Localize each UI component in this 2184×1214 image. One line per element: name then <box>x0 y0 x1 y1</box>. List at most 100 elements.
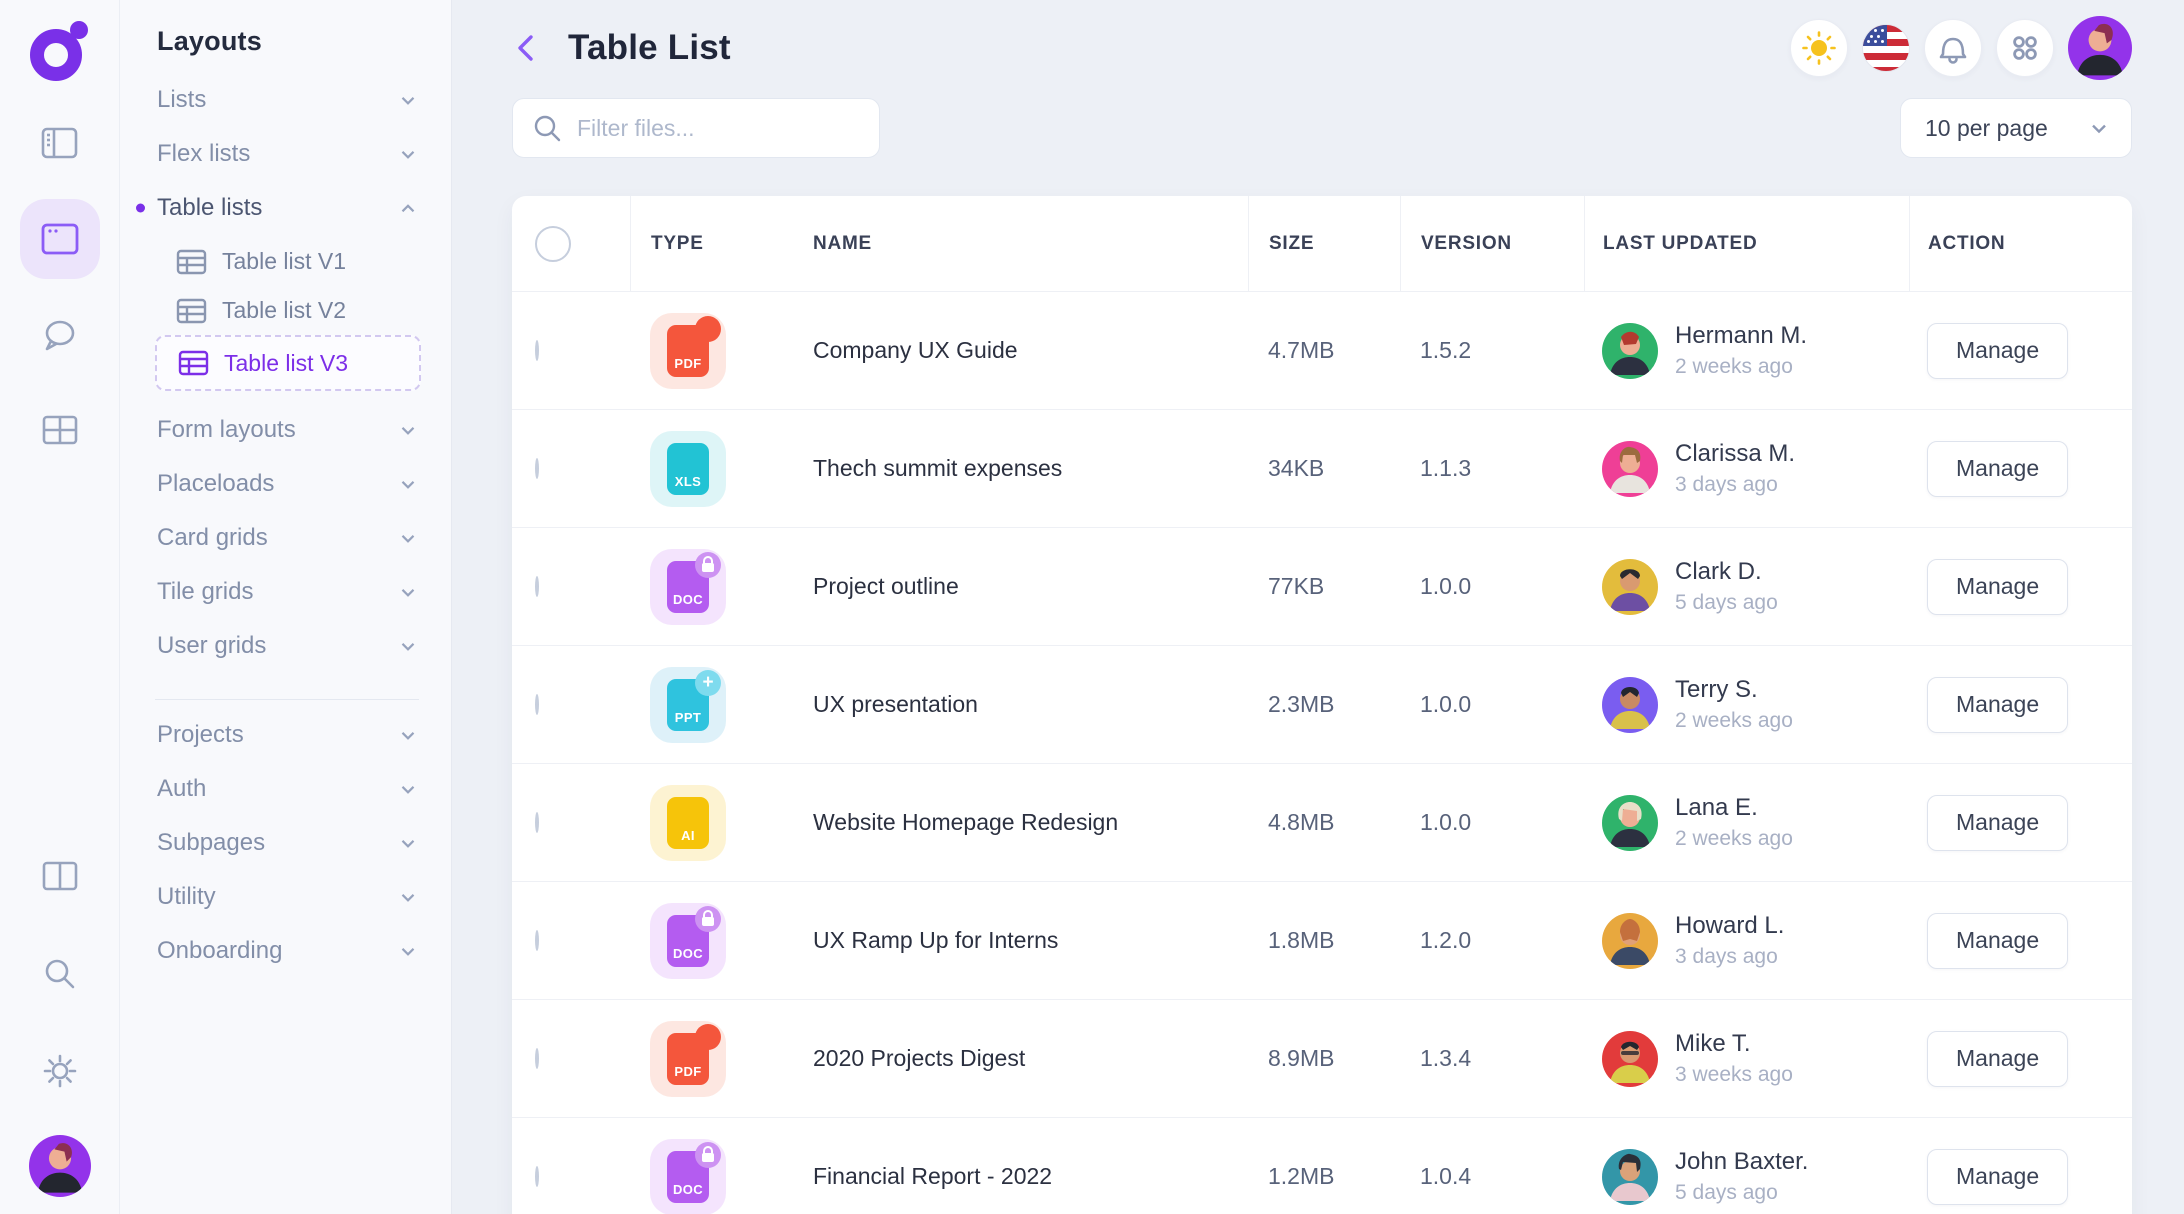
table-row: PDF 2020 Projects Digest 8.9MB 1.3.4 Mik… <box>512 999 2132 1117</box>
updated-by-name: Hermann M. <box>1675 322 1808 349</box>
manage-button[interactable]: Manage <box>1927 1148 2069 1205</box>
file-version: 1.0.0 <box>1420 573 1472 599</box>
manage-button[interactable]: Manage <box>1927 676 2069 733</box>
file-name: Website Homepage Redesign <box>813 809 1119 835</box>
search-icon <box>45 959 74 989</box>
sidebar-item-table-list-v3-active[interactable]: Table list V3 <box>155 335 421 391</box>
sidebar-item-subpages[interactable]: Subpages <box>120 816 451 870</box>
per-page-select[interactable]: 10 per page <box>1900 98 2132 158</box>
file-size: 1.2MB <box>1268 1163 1335 1189</box>
filter-field-wrap <box>512 98 880 158</box>
sidebar-item-table-list-v1[interactable]: Table list V1 <box>155 237 421 286</box>
table-lists-subnav: Table list V1 Table list V2 Table list V… <box>155 237 421 391</box>
icon-rail <box>0 0 120 1214</box>
rail-settings-button[interactable] <box>41 1052 79 1090</box>
sidebar-item-card-grids[interactable]: Card grids <box>120 511 451 565</box>
sidebar-item-table-list-v2[interactable]: Table list V2 <box>155 286 421 335</box>
file-name: Thech summit expenses <box>813 455 1063 481</box>
user-avatar <box>1602 322 1658 379</box>
user-avatar <box>1602 912 1658 969</box>
manage-button[interactable]: Manage <box>1927 558 2069 615</box>
sidebar-item-panels[interactable] <box>41 126 79 160</box>
apps-menu-button[interactable] <box>1996 19 2054 77</box>
updated-by-name: Terry S. <box>1675 676 1758 703</box>
sidebar: Layouts Lists Flex lists Table lists Tab… <box>120 0 452 1214</box>
table-toolbar: 10 per page <box>512 98 2132 158</box>
sidebar-item-onboarding[interactable]: Onboarding <box>120 924 451 978</box>
sidebar-item-messages[interactable] <box>41 318 79 354</box>
lock-icon <box>702 556 714 572</box>
sidebar-item-lists[interactable]: Lists <box>120 73 451 127</box>
doc-file-icon: DOC <box>667 551 721 613</box>
sidebar-item-user-grids[interactable]: User grids <box>120 619 451 673</box>
updated-by-name: John Baxter. <box>1675 1148 1809 1175</box>
blob-badge <box>695 315 721 342</box>
table-row: DOC UX Ramp Up for Interns 1.8MB 1.2.0 H… <box>512 881 2132 999</box>
sidebar-item-projects[interactable]: Projects <box>120 708 451 762</box>
file-type-tile: XLS <box>650 430 726 507</box>
ai-file-icon: AI <box>667 796 709 849</box>
updated-by-name: Clarissa M. <box>1675 440 1796 467</box>
table-row: PPT UX presentation 2.3MB 1.0.0 Terry S.… <box>512 645 2132 763</box>
select-all-checkbox[interactable] <box>535 225 571 262</box>
row-checkbox[interactable] <box>535 1047 539 1069</box>
updated-by-name: Clark D. <box>1675 558 1762 585</box>
manage-button[interactable]: Manage <box>1927 1030 2069 1087</box>
row-checkbox[interactable] <box>535 1165 539 1187</box>
file-version: 1.5.2 <box>1420 337 1472 363</box>
chevron-down-icon <box>401 643 415 651</box>
row-checkbox[interactable] <box>535 457 539 479</box>
updated-by-name: Mike T. <box>1675 1030 1751 1057</box>
rail-search-button[interactable] <box>42 956 78 992</box>
file-name: Project outline <box>813 573 959 599</box>
row-checkbox[interactable] <box>535 693 539 715</box>
manage-button[interactable]: Manage <box>1927 322 2069 379</box>
sidebar-item-table-lists[interactable]: Table lists <box>120 181 451 235</box>
filter-files-input[interactable] <box>512 98 880 158</box>
row-checkbox[interactable] <box>535 929 539 951</box>
file-size: 2.3MB <box>1268 691 1335 717</box>
chevron-left-icon <box>518 35 533 61</box>
row-checkbox[interactable] <box>535 339 539 361</box>
chevron-up-icon <box>401 204 415 213</box>
rail-user-avatar[interactable] <box>28 1135 91 1197</box>
manage-button[interactable]: Manage <box>1927 794 2069 851</box>
chevron-down-icon <box>401 786 415 794</box>
file-version: 1.3.4 <box>1420 1045 1472 1071</box>
table-icon <box>176 249 207 274</box>
user-avatar[interactable] <box>2068 16 2132 80</box>
sidebar-item-flex-lists[interactable]: Flex lists <box>120 127 451 181</box>
back-button[interactable] <box>506 28 546 68</box>
manage-button[interactable]: Manage <box>1927 912 2069 969</box>
row-checkbox[interactable] <box>535 811 539 833</box>
updated-time: 2 weeks ago <box>1675 709 1793 732</box>
theme-toggle-button[interactable] <box>1790 19 1848 77</box>
chevron-down-icon <box>401 151 415 159</box>
sidebar-item-utility[interactable]: Utility <box>120 870 451 924</box>
sidebar-item-auth[interactable]: Auth <box>120 762 451 816</box>
sidebar-item-tile-grids[interactable]: Tile grids <box>120 565 451 619</box>
file-name: Financial Report - 2022 <box>813 1163 1053 1189</box>
sun-icon <box>1802 31 1836 65</box>
table-row: DOC Financial Report - 2022 1.2MB 1.0.4 … <box>512 1117 2132 1214</box>
sidebar-item-layouts-active[interactable] <box>19 199 100 279</box>
table-row: XLS Thech summit expenses 34KB 1.1.3 Cla… <box>512 409 2132 527</box>
sidebar-item-form-layouts[interactable]: Form layouts <box>120 403 451 457</box>
chevron-down-icon <box>401 481 415 489</box>
sidebar-item-placeloads[interactable]: Placeloads <box>120 457 451 511</box>
avatar-illustration <box>2077 23 2123 76</box>
notifications-button[interactable] <box>1924 19 1982 77</box>
sidebar-item-columns[interactable] <box>41 860 79 892</box>
updated-time: 2 weeks ago <box>1675 827 1793 850</box>
sidebar-item-grids[interactable] <box>41 414 79 446</box>
manage-button[interactable]: Manage <box>1927 440 2069 497</box>
row-checkbox[interactable] <box>535 575 539 597</box>
lock-badge <box>695 551 721 578</box>
columns-icon <box>42 861 77 891</box>
window-icon <box>41 223 78 255</box>
app-logo[interactable] <box>27 18 93 84</box>
file-size: 1.8MB <box>1268 927 1335 953</box>
user-avatar <box>1602 676 1658 733</box>
language-selector-button[interactable] <box>1862 24 1910 72</box>
updated-time: 2 weeks ago <box>1675 355 1793 378</box>
